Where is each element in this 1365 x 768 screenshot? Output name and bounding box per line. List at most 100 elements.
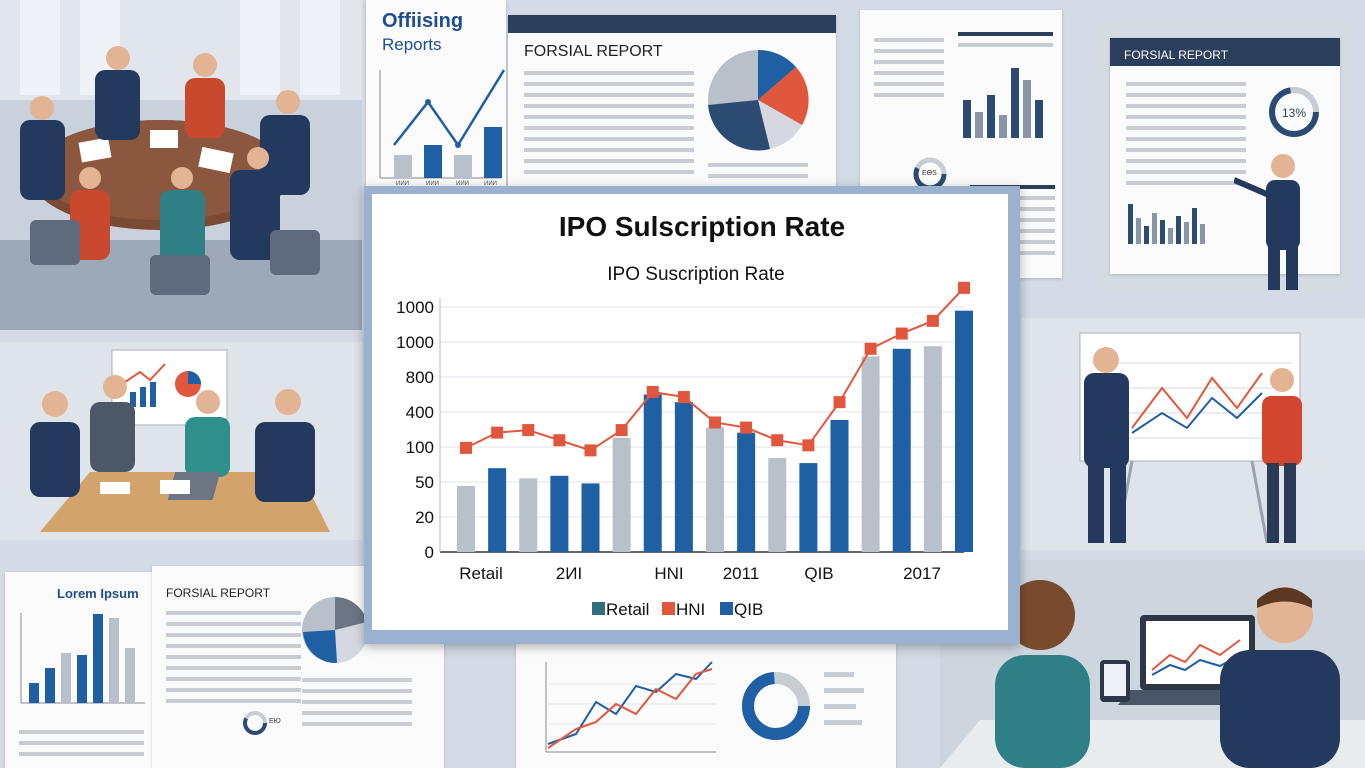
- chart-legend: Retail HNI QIB: [592, 600, 763, 619]
- bar-qib: [581, 483, 600, 552]
- bar-retail: [457, 485, 475, 552]
- bar-retail: [706, 427, 724, 552]
- meeting-illustration-2: [30, 349, 330, 532]
- framed-report-header: [1110, 38, 1340, 66]
- bar-retail: [861, 356, 880, 552]
- bar-qib: [955, 310, 973, 552]
- card-title-line-1: Offiising: [382, 10, 464, 32]
- report-bottom-lines-right: [302, 678, 412, 733]
- chart-bars: [457, 310, 973, 552]
- hni-marker: [926, 314, 939, 327]
- report-text-lines: [524, 71, 694, 181]
- y-tick-label: 800: [406, 368, 434, 387]
- report-bottom-pie: [302, 597, 368, 664]
- forsial-report-top: FORSIAL REPORT: [508, 15, 836, 190]
- report-bottom-title: FORSIAL REPORT: [166, 586, 271, 600]
- legend-swatch: [662, 602, 675, 615]
- bar-qib: [488, 468, 507, 552]
- hni-marker: [491, 426, 504, 439]
- bar-report-lines-left: [874, 38, 944, 104]
- mini-line-bar-chart: [379, 69, 506, 179]
- legend-label: HNI: [676, 600, 705, 619]
- framed-report-title: FORSIAL REPORT: [1124, 48, 1229, 62]
- bar-retail: [768, 458, 787, 552]
- report-bottom-lines: [166, 611, 301, 710]
- bar-report-chart: [963, 68, 1043, 138]
- legend-label: QIB: [734, 600, 763, 619]
- x-tick-label: HNI: [654, 564, 683, 583]
- bar-retail: [519, 478, 538, 552]
- hni-marker: [584, 444, 597, 457]
- bottom-line-chart: [545, 661, 864, 753]
- chart-grid: [439, 298, 964, 553]
- presenters-illustration: [1079, 332, 1302, 544]
- bar-report-donut-label: ЕӨS: [922, 170, 937, 177]
- report-title: FORSIAL REPORT: [524, 43, 663, 60]
- lorem-lines: [19, 730, 144, 763]
- hni-marker: [460, 441, 472, 454]
- framed-report-badge: 13%: [1282, 106, 1307, 120]
- hni-marker: [709, 416, 721, 429]
- laptop-scene-bottom-right: [940, 560, 1365, 768]
- bar-qib: [550, 475, 569, 552]
- mini-tick: ИИИ: [396, 181, 409, 187]
- chart-title: IPO Sulscription Rate: [559, 211, 845, 242]
- bottom-line-chart-card: [516, 644, 896, 768]
- bar-retail: [612, 437, 631, 552]
- y-tick-label: 1000: [396, 298, 434, 317]
- x-tick-label: Retail: [459, 564, 502, 583]
- hni-marker: [740, 421, 753, 434]
- y-tick-label: 50: [415, 473, 434, 492]
- framed-report-bars: [1128, 204, 1205, 244]
- hni-marker: [771, 434, 784, 447]
- card-title-line-2: Reports: [382, 35, 442, 54]
- hni-marker: [553, 434, 566, 447]
- bar-qib: [674, 402, 693, 552]
- legend-swatch: [592, 602, 605, 615]
- framed-report-lines: [1126, 82, 1246, 192]
- hni-marker: [615, 424, 628, 437]
- laptop-illustration: [940, 580, 1365, 768]
- meeting-illustration: [0, 0, 362, 330]
- report-bottom-donut-label: ЕЮ: [269, 718, 281, 725]
- y-tick-label: 1000: [396, 333, 434, 352]
- hni-marker: [677, 391, 690, 404]
- mini-tick: ИИИ: [484, 181, 497, 187]
- meeting-scene-mid-left: [0, 342, 362, 540]
- y-tick-label: 100: [406, 438, 434, 457]
- offiising-reports-card: Offiising Reports ИИИ ИИИ ИИИ ИИИ: [366, 0, 506, 190]
- lorem-bar-chart: [20, 613, 145, 704]
- x-tick-label: 2ИI: [556, 564, 582, 583]
- hni-marker: [522, 424, 535, 437]
- bar-report-lines-right: [958, 32, 1053, 54]
- meeting-scene-top-left: [0, 0, 362, 330]
- y-tick-label: 20: [415, 508, 434, 527]
- bar-qib: [643, 394, 662, 552]
- presentation-scene-right: [1022, 318, 1365, 550]
- ipo-subscription-chart: IPO Sulscription Rate IPO Suscription Ra…: [396, 211, 973, 619]
- framed-report-donut: [1269, 87, 1319, 137]
- hni-marker: [895, 327, 908, 340]
- report-bottom-donut: [243, 711, 267, 735]
- bar-qib: [799, 463, 818, 552]
- legend-label: Retail: [606, 600, 649, 619]
- mini-tick: ИИИ: [426, 181, 439, 187]
- presenter-figure: [1234, 154, 1300, 290]
- bar-qib: [737, 432, 756, 552]
- mini-tick: ИИИ: [456, 181, 469, 187]
- legend-swatch: [720, 602, 733, 615]
- hni-marker: [802, 439, 815, 452]
- hni-marker: [646, 385, 659, 398]
- report-header-bar: [508, 15, 836, 33]
- lorem-title: Lorem Ipsum: [57, 586, 139, 601]
- framed-report-card: FORSIAL REPORT 13%: [1094, 22, 1356, 290]
- hni-marker: [958, 281, 970, 294]
- report-footer-lines: [708, 163, 808, 185]
- bar-qib: [830, 419, 849, 552]
- bar-qib: [892, 348, 911, 552]
- lorem-ipsum-card: Lorem Ipsum: [5, 572, 153, 768]
- y-tick-label: 400: [406, 403, 434, 422]
- hni-marker: [864, 342, 877, 355]
- y-tick-label: 0: [425, 543, 434, 562]
- hni-line-series: [460, 281, 970, 457]
